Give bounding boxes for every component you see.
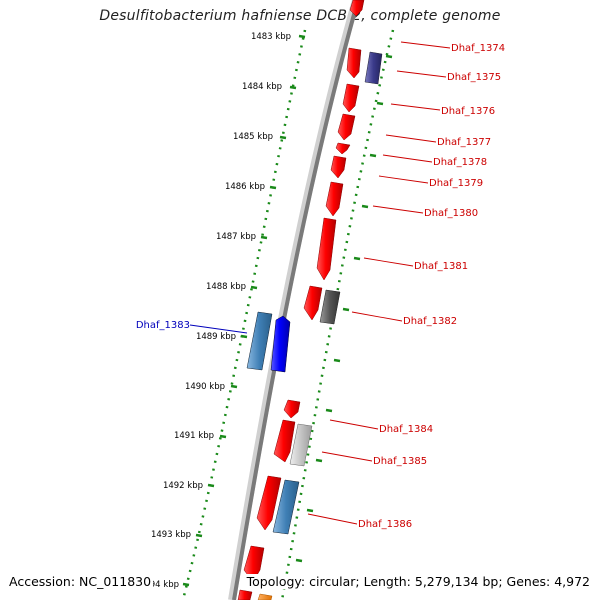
- kbp-tick: [182, 582, 190, 587]
- outer-tick: [361, 204, 369, 209]
- kbp-tick: [269, 185, 277, 190]
- leader-line: [351, 311, 403, 322]
- outer-tick: [353, 256, 361, 261]
- gene-box-orange[interactable]: [257, 593, 273, 600]
- leader-line: [400, 41, 451, 49]
- kbp-tick: [207, 483, 215, 488]
- kbp-tick: [219, 434, 227, 439]
- gene-arrow-red[interactable]: [273, 419, 296, 463]
- kbp-label: 1486 kbp: [225, 182, 265, 192]
- gene-arrow-red[interactable]: [349, 0, 365, 17]
- leader-line: [321, 451, 373, 462]
- leader-line: [372, 205, 424, 214]
- gene-label[interactable]: Dhaf_1381: [414, 261, 468, 272]
- gene-label[interactable]: Dhaf_1374: [451, 43, 505, 54]
- kbp-tick: [260, 235, 268, 240]
- gene-label[interactable]: Dhaf_1379: [429, 178, 483, 189]
- gene-arrow-red[interactable]: [342, 83, 360, 113]
- gene-label[interactable]: Dhaf_1377: [437, 137, 491, 148]
- leader-line: [382, 154, 433, 163]
- gene-box-steel[interactable]: [246, 311, 273, 371]
- gene-labels[interactable]: Dhaf_1374 Dhaf_1375 Dhaf_1376 Dhaf_1377 …: [136, 43, 505, 530]
- gene-arrow-red[interactable]: [346, 47, 362, 79]
- kbp-label: 1484 kbp: [242, 82, 282, 92]
- leader-line: [378, 175, 429, 184]
- leader-line: [396, 70, 447, 78]
- kbp-label: 1493 kbp: [151, 530, 191, 540]
- leader-line: [329, 419, 379, 430]
- gene-arrow-red[interactable]: [316, 217, 337, 281]
- gene-label[interactable]: Dhaf_1382: [403, 316, 457, 327]
- gene-label[interactable]: Dhaf_1383: [136, 320, 190, 331]
- kbp-tick: [240, 334, 248, 339]
- outer-tick: [325, 408, 333, 413]
- kbp-tick: [195, 533, 203, 538]
- kbp-label: 1489 kbp: [196, 332, 236, 342]
- kbp-labels: 1483 kbp 1484 kbp 1485 kbp 1486 kbp 1487…: [139, 32, 291, 590]
- leader-line: [390, 103, 441, 111]
- kbp-label: 1487 kbp: [216, 232, 256, 242]
- gene-label[interactable]: Dhaf_1378: [433, 157, 487, 168]
- kbp-label: 1490 kbp: [185, 382, 225, 392]
- leader-line: [363, 257, 414, 267]
- outer-tick: [315, 458, 323, 463]
- outer-tick: [295, 558, 303, 563]
- kbp-label: 1483 kbp: [251, 32, 291, 42]
- outer-tick: [342, 307, 350, 312]
- gene-arrow-red[interactable]: [256, 475, 282, 531]
- gene-label[interactable]: Dhaf_1380: [424, 208, 478, 219]
- leader-line: [189, 324, 248, 334]
- gene-arrow-red[interactable]: [335, 142, 351, 155]
- outer-tick: [385, 54, 393, 59]
- outer-tick: [306, 508, 314, 513]
- leader-line: [385, 134, 437, 143]
- kbp-label: 1485 kbp: [233, 132, 273, 142]
- gene-arrow-red[interactable]: [337, 113, 356, 141]
- gene-arrow-red[interactable]: [325, 181, 344, 217]
- map-title: Desulfitobacterium hafniense DCB-2, comp…: [99, 8, 501, 24]
- kbp-tick: [289, 85, 297, 90]
- kbp-label: 1492 kbp: [163, 481, 203, 491]
- gene-arrow-red[interactable]: [237, 589, 253, 600]
- gene-box-light[interactable]: [289, 423, 313, 467]
- gene-arrow-blue[interactable]: [270, 315, 291, 373]
- backbone-line: [232, 0, 360, 600]
- outer-tick: [333, 358, 341, 363]
- kbp-label: 1494 kbp: [139, 580, 179, 590]
- gene-arrow-red[interactable]: [303, 285, 323, 321]
- outer-tick: [376, 101, 384, 106]
- gene-features[interactable]: [237, 0, 383, 600]
- kbp-tick: [279, 135, 287, 140]
- kbp-tick: [298, 34, 306, 39]
- gene-arrow-red[interactable]: [283, 399, 301, 419]
- gene-arrow-red[interactable]: [330, 155, 347, 179]
- gene-box-gray[interactable]: [319, 289, 341, 325]
- outer-ring-ticks: [295, 54, 393, 563]
- gene-box-navy[interactable]: [364, 51, 383, 85]
- gene-label[interactable]: Dhaf_1386: [358, 519, 412, 530]
- outer-scale-ring: [280, 29, 395, 600]
- accession-text: Accession: NC_011830: [9, 574, 154, 589]
- gene-label[interactable]: Dhaf_1375: [447, 72, 501, 83]
- topology-text: Topology: circular; Length: 5,279,134 bp…: [242, 574, 590, 589]
- label-leaders: [189, 41, 451, 525]
- kbp-tick: [230, 384, 238, 389]
- gene-label[interactable]: Dhaf_1376: [441, 106, 495, 117]
- gene-label[interactable]: Dhaf_1384: [379, 424, 433, 435]
- gene-box-steel[interactable]: [272, 479, 300, 535]
- gene-label[interactable]: Dhaf_1385: [373, 456, 427, 467]
- leader-line: [307, 513, 358, 525]
- kbp-label: 1488 kbp: [206, 282, 246, 292]
- outer-tick: [369, 153, 377, 158]
- kbp-tick: [250, 285, 258, 290]
- kbp-ticks: [182, 34, 306, 587]
- kbp-label: 1491 kbp: [174, 431, 214, 441]
